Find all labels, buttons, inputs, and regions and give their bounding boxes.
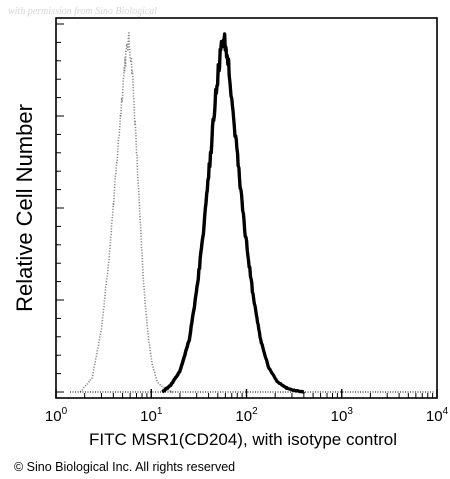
series-layer: [70, 32, 435, 394]
x-tick-label: 101: [140, 406, 163, 425]
msr1-cd204-histogram-texture: [163, 34, 306, 394]
isotype-control-histogram: [79, 32, 174, 393]
watermark-text: with permission from Sino Biological: [8, 6, 157, 17]
x-axis-label: FITC MSR1(CD204), with isotype control: [89, 430, 397, 449]
x-tick-label: 100: [45, 406, 68, 425]
x-tick-label: 102: [235, 406, 258, 425]
x-tick-label: 104: [426, 406, 449, 425]
copyright-text: © Sino Biological Inc. All rights reserv…: [14, 460, 235, 474]
x-axis-tick-labels: 100 101 102 103 104: [45, 406, 449, 425]
msr1-cd204-histogram: [161, 32, 305, 394]
y-axis-label: Relative Cell Number: [12, 104, 37, 312]
x-tick-label: 103: [331, 406, 354, 425]
plot-frame: [55, 17, 438, 399]
y-axis-ticks: [56, 23, 64, 393]
x-axis-ticks: [55, 389, 438, 398]
